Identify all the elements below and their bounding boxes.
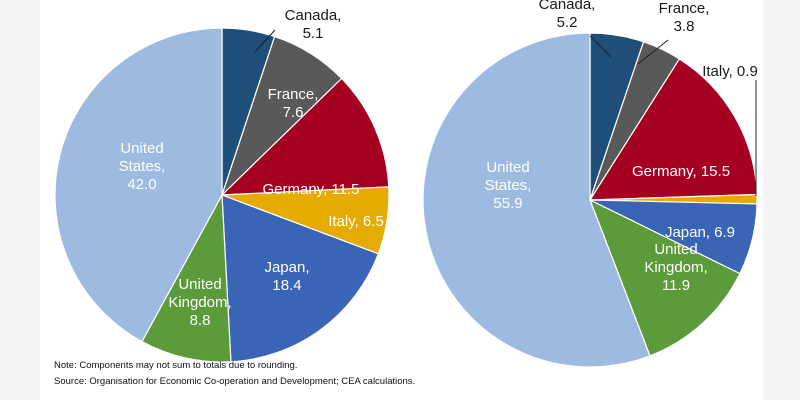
pie-slice	[588, 198, 741, 357]
pie-chart-1: Canada, 5.1 France, 7.6 Germany, 11.5 Italy, …	[54, 7, 390, 363]
pie-slice	[221, 194, 380, 363]
pie-slice	[422, 32, 651, 368]
slice-label: Italy, 6.5	[328, 213, 384, 230]
leader-line	[589, 35, 612, 58]
slice-label: France, 3.8	[659, 0, 710, 35]
slice-label: Germany, 11.5	[263, 181, 360, 198]
pie-slice	[141, 192, 232, 363]
slice-label: Canada, 5.2	[539, 0, 596, 31]
slice-label: United Kingdom, 11.9	[644, 241, 707, 294]
slice-label: Canada, 5.1	[285, 7, 342, 42]
slice-label: United States, 42.0	[119, 140, 166, 193]
slice-label: France, 7.6	[268, 86, 319, 121]
slice-label: United Kingdom, 8.8	[168, 276, 231, 329]
note-text: Note: Components may not sum to totals d…	[54, 360, 298, 371]
slice-label: Japan, 18.4	[264, 259, 309, 294]
leader-line	[254, 29, 276, 53]
slice-label: Italy, 0.9	[702, 63, 758, 80]
pie-slice	[54, 27, 223, 343]
source-text: Source: Organisation for Economic Co-ope…	[54, 376, 416, 387]
slice-label: Japan, 6.9	[665, 224, 735, 241]
pie-chart-2: Canada, 5.2 France, 3.8 Germany, 15.5 Italy, …	[422, 0, 758, 368]
slice-label: Germany, 15.5	[632, 163, 730, 180]
leader-line	[637, 39, 669, 65]
slice-label: United States, 55.9	[485, 159, 532, 212]
pie-slice	[220, 77, 390, 196]
chart-notes: Note: Components may not sum to totals d…	[54, 358, 415, 390]
